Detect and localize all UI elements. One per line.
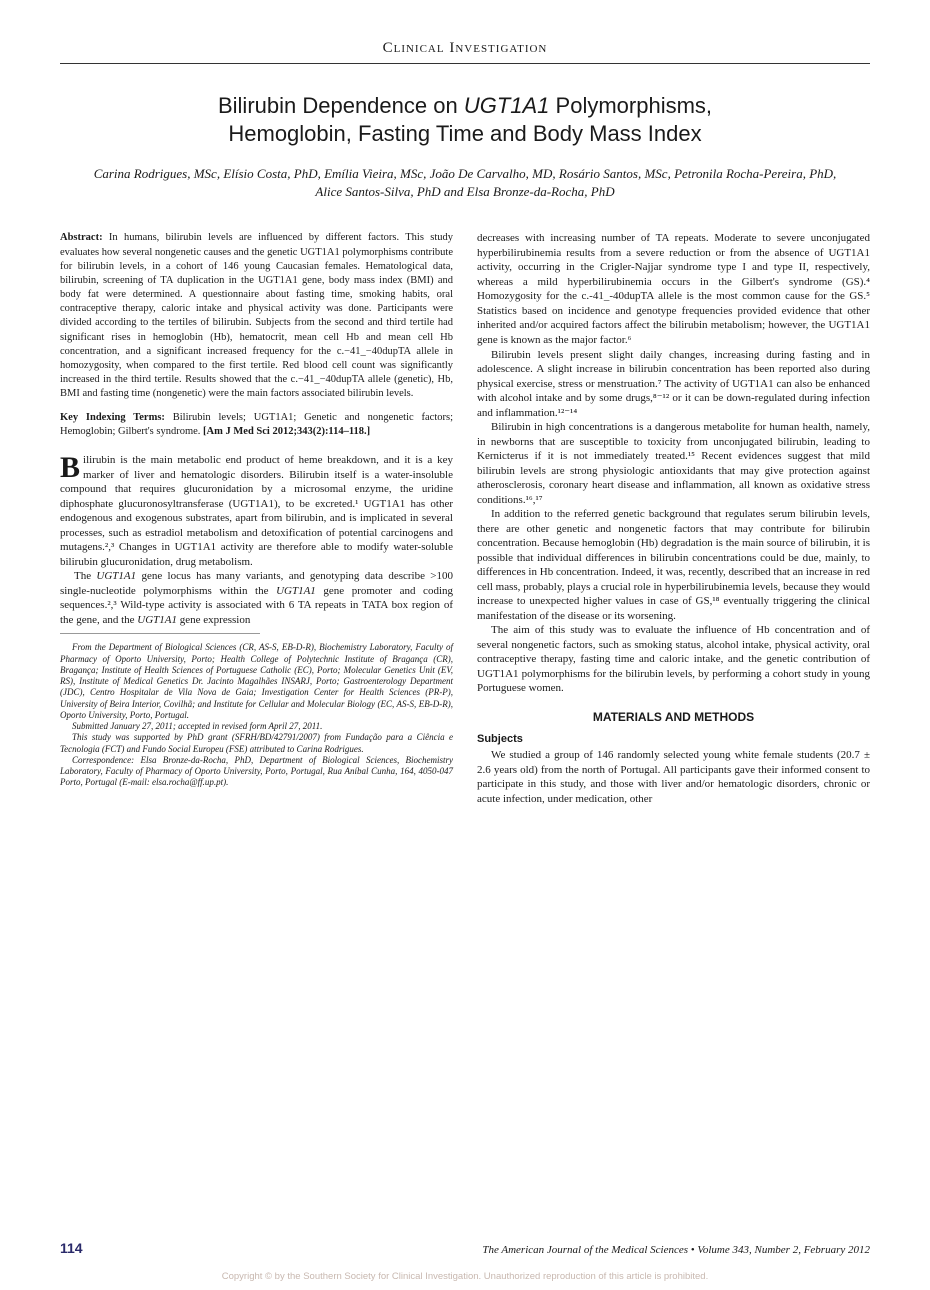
abstract-block: Abstract: In humans, bilirubin levels ar… — [60, 231, 453, 401]
page-number: 114 — [60, 1240, 83, 1256]
title-gene: UGT1A1 — [464, 93, 550, 118]
abstract-label: Abstract: — [60, 232, 103, 243]
affiliation-funding: This study was supported by PhD grant (S… — [60, 732, 453, 755]
intro-p2-gene-2: UGT1A1 — [276, 585, 316, 597]
title-part-1b: Polymorphisms, — [549, 93, 712, 118]
col2-paragraph-5: The aim of this study was to evaluate th… — [477, 623, 870, 696]
affiliations-block: From the Department of Biological Scienc… — [60, 642, 453, 788]
intro-p2d: gene expression — [177, 614, 250, 626]
subjects-subheading: Subjects — [477, 732, 870, 747]
key-terms-citation: [Am J Med Sci 2012;343(2):114–118.] — [203, 426, 370, 437]
affiliation-correspondence: Correspondence: Elsa Bronze-da-Rocha, Ph… — [60, 755, 453, 789]
intro-p1-text: ilirubin is the main metabolic end produ… — [60, 454, 453, 568]
col2-paragraph-3: Bilirubin in high concentrations is a da… — [477, 420, 870, 507]
intro-paragraph-2: The UGT1A1 gene locus has many variants,… — [60, 569, 453, 627]
abstract-text: In humans, bilirubin levels are influenc… — [60, 232, 453, 399]
journal-citation: The American Journal of the Medical Scie… — [482, 1244, 870, 1256]
key-terms-block: Key Indexing Terms: Bilirubin levels; UG… — [60, 411, 453, 439]
title-line-2: Hemoglobin, Fasting Time and Body Mass I… — [228, 121, 701, 146]
title-part-1: Bilirubin Dependence on — [218, 93, 464, 118]
intro-p2-gene-3: UGT1A1 — [137, 614, 177, 626]
intro-paragraph-1: Bilirubin is the main metabolic end prod… — [60, 453, 453, 569]
dropcap: B — [60, 453, 83, 481]
affiliation-submitted: Submitted January 27, 2011; accepted in … — [60, 721, 453, 732]
col2-paragraph-1: decreases with increasing number of TA r… — [477, 231, 870, 347]
intro-p2-gene-1: UGT1A1 — [96, 570, 136, 582]
copyright-notice: Copyright © by the Southern Society for … — [0, 1271, 930, 1282]
col2-paragraph-2: Bilirubin levels present slight daily ch… — [477, 348, 870, 421]
col2-paragraph-4: In addition to the referred genetic back… — [477, 507, 870, 623]
two-column-body: Abstract: In humans, bilirubin levels ar… — [60, 231, 870, 806]
affiliation-divider — [60, 633, 260, 634]
subjects-paragraph: We studied a group of 146 randomly selec… — [477, 748, 870, 806]
affiliation-from: From the Department of Biological Scienc… — [60, 642, 453, 721]
page-footer: 114 The American Journal of the Medical … — [60, 1240, 870, 1256]
article-title: Bilirubin Dependence on UGT1A1 Polymorph… — [60, 92, 870, 147]
section-header: Clinical Investigation — [60, 40, 870, 64]
methods-heading: MATERIALS AND METHODS — [477, 710, 870, 726]
key-terms-label: Key Indexing Terms: — [60, 412, 165, 423]
intro-p2a: The — [74, 570, 96, 582]
author-list: Carina Rodrigues, MSc, Elísio Costa, PhD… — [60, 165, 870, 201]
